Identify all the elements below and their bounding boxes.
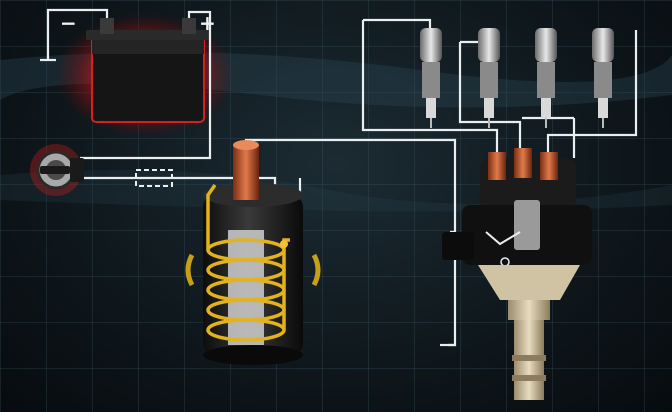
spark-plug-1	[420, 28, 442, 128]
spark-plug-4	[592, 28, 614, 128]
primary-winding	[206, 183, 290, 342]
battery-positive-terminal	[182, 18, 196, 34]
plug1-lead	[361, 20, 499, 160]
plug4-lead	[546, 30, 638, 160]
battery-negative-label: −	[60, 11, 77, 35]
spark-plugs	[420, 28, 614, 128]
ignition-switch	[30, 144, 84, 196]
spark-plug-3	[535, 28, 557, 128]
ground-wire	[46, 8, 109, 60]
battery-positive-label: +	[199, 11, 216, 35]
battery: − +	[55, 11, 235, 137]
ignition-coil	[185, 140, 321, 365]
light-streak	[0, 170, 672, 212]
battery-negative-terminal	[100, 18, 114, 34]
spark-plug-2	[478, 28, 500, 128]
battery-to-switch-wire	[80, 10, 212, 160]
distributor	[442, 148, 592, 400]
resistor	[135, 169, 173, 187]
